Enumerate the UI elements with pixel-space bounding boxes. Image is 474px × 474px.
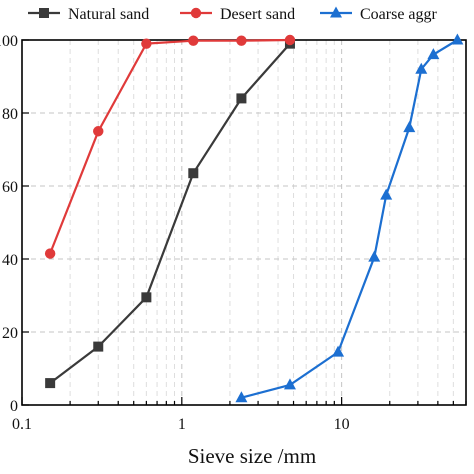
legend-item: Desert sand <box>180 6 295 23</box>
legend-label: Desert sand <box>220 6 295 23</box>
series-line <box>241 39 458 399</box>
grid-lines <box>22 40 467 405</box>
data-point <box>403 121 416 133</box>
data-point <box>93 126 104 137</box>
legend-item: Coarse aggr <box>320 6 438 23</box>
legend-item: Natural sand <box>28 6 149 23</box>
data-point <box>45 378 56 389</box>
legend-label: Natural sand <box>68 6 149 23</box>
x-tick-label: 0.1 <box>12 416 32 433</box>
data-point <box>283 378 296 390</box>
series-line <box>49 42 291 384</box>
legend-marker <box>330 6 342 18</box>
series-2 <box>235 33 464 403</box>
data-point <box>188 168 199 179</box>
axis-ticks: 0 20 40 60 80 100 0.1 1 10 <box>0 33 467 433</box>
legend-label: Coarse aggr <box>360 6 438 23</box>
data-point <box>141 292 152 303</box>
legend-marker <box>39 8 49 18</box>
x-tick-label: 10 <box>334 416 350 433</box>
y-tick-label: 80 <box>2 106 18 123</box>
legend: Natural sand Desert sand Coarse aggr <box>28 6 438 23</box>
series-layer <box>44 33 464 403</box>
data-point <box>141 38 152 49</box>
data-point <box>332 345 345 357</box>
data-point <box>284 34 296 46</box>
series-1 <box>44 34 296 259</box>
series-0 <box>45 38 295 389</box>
y-tick-label: 60 <box>2 179 18 196</box>
data-point <box>451 33 464 45</box>
legend-marker <box>190 7 202 19</box>
data-point <box>44 248 56 259</box>
data-point <box>236 93 247 104</box>
x-tick-label: 1 <box>178 416 186 433</box>
data-point <box>93 341 104 352</box>
data-point <box>368 250 381 262</box>
data-point <box>236 35 247 46</box>
y-tick-label: 0 <box>10 398 18 415</box>
y-tick-label: 40 <box>2 252 18 269</box>
series-line <box>49 38 291 254</box>
data-point <box>380 188 393 200</box>
y-tick-label: 100 <box>0 33 18 50</box>
x-axis-title: Sieve size /mm <box>188 444 316 468</box>
y-tick-label: 20 <box>2 325 18 342</box>
data-point <box>188 35 199 46</box>
data-point <box>427 48 440 60</box>
data-point <box>235 391 248 403</box>
data-point <box>415 62 428 74</box>
